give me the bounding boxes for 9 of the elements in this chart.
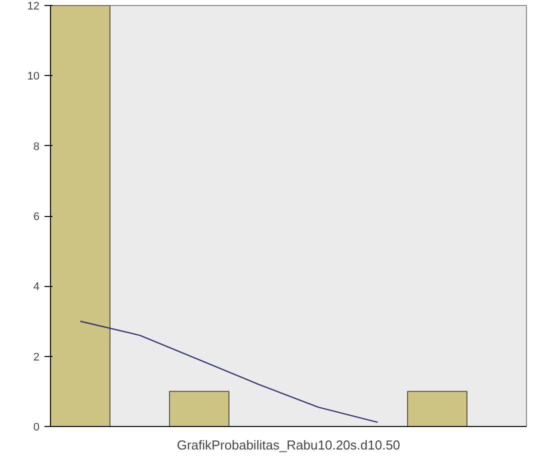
y-tick-label: 8: [33, 140, 40, 153]
y-tick-label: 12: [27, 0, 40, 12]
line-series: [80, 320, 378, 423]
y-tick-label: 2: [33, 351, 40, 364]
y-tick-label: 0: [33, 422, 40, 434]
y-tick-label: 4: [33, 281, 40, 294]
y-tick-label: 10: [27, 70, 40, 83]
y-tick-label: 6: [33, 211, 40, 223]
x-axis-title: GrafikProbabilitas_Rabu10.20s.d10.50: [176, 438, 400, 452]
